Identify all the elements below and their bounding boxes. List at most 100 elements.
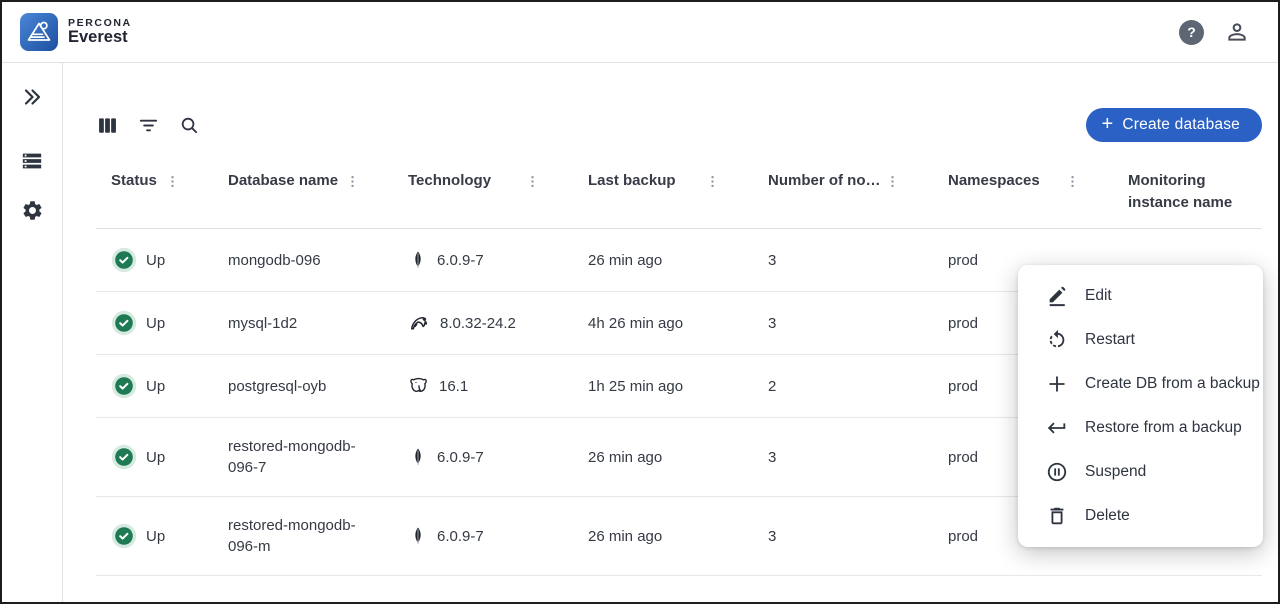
menu-item-restore-from-backup[interactable]: Restore from a backup <box>1018 406 1263 450</box>
namespaces-cell: prod <box>948 448 979 466</box>
create-database-label: Create database <box>1122 116 1240 133</box>
database-name-cell: mysql-1d2 <box>228 314 298 332</box>
column-menu-dots-icon[interactable] <box>1065 173 1080 190</box>
column-header-monitoring-instance-name: Monitoring instance name <box>1106 170 1262 214</box>
technology-cell: 6.0.9-7 <box>386 231 566 289</box>
table-row[interactable]: Up restored-mongodb-096-7 6.0.9-7 26 min… <box>96 418 1262 497</box>
namespaces-cell: prod <box>948 251 979 269</box>
menu-item-suspend[interactable]: Suspend <box>1018 450 1263 494</box>
menu-item-label: Delete <box>1085 507 1130 524</box>
edit-icon <box>1046 285 1068 307</box>
sidebar-item-databases[interactable] <box>20 149 44 173</box>
status-label: Up <box>146 314 166 332</box>
table-row[interactable]: Up mongodb-096 6.0.9-7 26 min ago 3 prod <box>96 229 1262 292</box>
status-label: Up <box>146 527 166 545</box>
gear-icon <box>21 199 44 222</box>
column-header-namespaces: Namespaces <box>926 170 1106 192</box>
technology-icon-slot <box>408 312 431 334</box>
menu-item-restart[interactable]: Restart <box>1018 318 1263 362</box>
status-cell: Up <box>96 426 206 488</box>
menu-item-label: Suspend <box>1085 463 1147 480</box>
column-header-database-name: Database name <box>206 170 386 192</box>
column-menu-dots-icon[interactable] <box>165 173 180 190</box>
last-backup-cell: 26 min ago <box>588 251 663 269</box>
technology-version: 16.1 <box>439 377 469 395</box>
return-arrow-icon <box>1046 417 1068 439</box>
database-name-cell: mongodb-096 <box>228 251 321 269</box>
column-header-label: Monitoring instance name <box>1128 172 1233 211</box>
brand-percona: PERCONA <box>68 16 132 29</box>
column-header-label: Number of no… <box>768 172 881 189</box>
column-header-label: Namespaces <box>948 172 1040 189</box>
technology-icon-slot <box>408 375 430 397</box>
column-menu-dots-icon[interactable] <box>705 173 720 190</box>
person-icon <box>1224 19 1250 45</box>
table-toolbar: + Create database <box>96 107 1262 143</box>
menu-item-edit[interactable]: Edit <box>1018 274 1263 318</box>
mongodb-icon <box>415 448 421 466</box>
status-label: Up <box>146 251 166 269</box>
column-menu-dots-icon[interactable] <box>525 173 540 190</box>
menu-item-label: Restore from a backup <box>1085 419 1242 436</box>
plus-icon <box>1046 373 1068 395</box>
sidebar-item-settings[interactable] <box>20 198 44 222</box>
body: + Create database Status Database name <box>2 63 1278 602</box>
brand-everest: Everest <box>68 27 128 46</box>
technology-cell: 6.0.9-7 <box>386 507 566 565</box>
column-header-label: Technology <box>408 172 492 189</box>
technology-version: 6.0.9-7 <box>437 527 484 545</box>
user-profile-button[interactable] <box>1224 19 1250 45</box>
technology-icon-slot <box>408 446 428 468</box>
columns-icon[interactable] <box>96 114 119 137</box>
last-backup-cell: 26 min ago <box>588 448 663 466</box>
status-up-icon <box>111 444 137 470</box>
technology-version: 8.0.32-24.2 <box>440 314 516 332</box>
technology-icon-slot <box>408 525 428 547</box>
status-up-icon <box>111 373 137 399</box>
nodes-count-cell: 3 <box>768 527 777 545</box>
status-up-icon <box>111 247 137 273</box>
expand-sidebar-button[interactable] <box>20 85 44 109</box>
mongodb-icon <box>415 251 421 269</box>
mongodb-icon <box>415 527 421 545</box>
table-row[interactable]: Up restored-mongodb-096-m 6.0.9-7 26 min… <box>96 497 1262 576</box>
technology-version: 6.0.9-7 <box>437 448 484 466</box>
table-header-row: Status Database name Technology Last b <box>96 160 1262 229</box>
technology-icon-slot <box>408 249 428 271</box>
column-menu-dots-icon[interactable] <box>885 173 900 190</box>
double-chevron-right-icon <box>20 85 44 109</box>
namespaces-cell: prod <box>948 527 979 545</box>
postgresql-icon <box>410 377 427 393</box>
database-name-cell: postgresql-oyb <box>228 377 327 395</box>
status-cell: Up <box>96 229 206 291</box>
status-label: Up <box>146 377 166 395</box>
help-icon[interactable]: ? <box>1179 19 1204 45</box>
column-menu-dots-icon[interactable] <box>345 173 360 190</box>
nodes-count-cell: 3 <box>768 251 777 269</box>
status-cell: Up <box>96 292 206 354</box>
database-name-cell: restored-mongodb-096-7 <box>228 438 356 476</box>
menu-item-label: Restart <box>1085 331 1135 348</box>
status-up-icon <box>111 310 137 336</box>
technology-cell: 16.1 <box>386 357 566 415</box>
search-icon[interactable] <box>178 114 201 137</box>
database-name-cell: restored-mongodb-096-m <box>228 517 356 555</box>
sidebar <box>2 63 63 602</box>
nodes-count-cell: 3 <box>768 314 777 332</box>
menu-item-create-db-from-backup[interactable]: Create DB from a backup <box>1018 362 1263 406</box>
column-header-label: Last backup <box>588 172 676 189</box>
table-row[interactable]: Up postgresql-oyb 16.1 1h 25 min ago 2 p… <box>96 355 1262 418</box>
filter-icon[interactable] <box>137 114 160 137</box>
nodes-count-cell: 2 <box>768 377 777 395</box>
percona-everest-logo: PERCONA Everest <box>20 13 132 51</box>
technology-cell: 8.0.32-24.2 <box>386 294 566 352</box>
everest-logo-icon <box>20 13 58 51</box>
last-backup-cell: 26 min ago <box>588 527 663 545</box>
mysql-icon <box>410 317 428 330</box>
plus-icon: + <box>1101 113 1114 135</box>
storage-icon <box>21 150 43 172</box>
create-database-button[interactable]: + Create database <box>1085 108 1262 142</box>
table-row[interactable]: Up mysql-1d2 8.0.32-24.2 4h 26 min ago 3… <box>96 292 1262 355</box>
menu-item-delete[interactable]: Delete <box>1018 494 1263 538</box>
